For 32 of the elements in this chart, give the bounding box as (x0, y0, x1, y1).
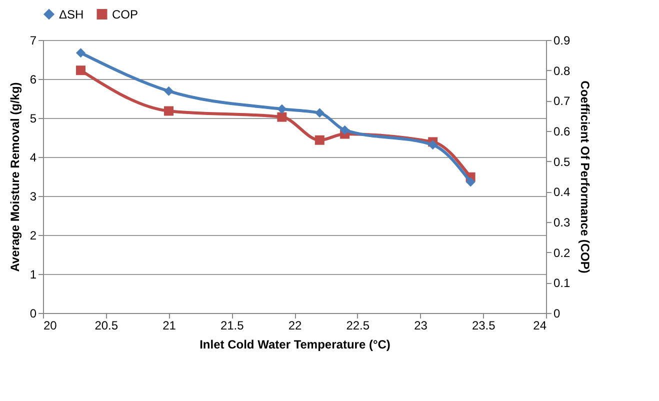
x-tick-label: 20 (44, 318, 58, 332)
y2-tick-label: 0.1 (554, 276, 571, 290)
x-tick-label: 21.5 (220, 318, 244, 332)
y2-tick-label: 0.6 (554, 124, 571, 138)
y2-tick-label: 0.5 (554, 154, 571, 169)
legend-label: COP (112, 7, 138, 22)
legend-label: ΔSH (59, 7, 84, 22)
x-tick-label: 22.5 (346, 318, 370, 332)
y2-axis-title: Coefficient Of Performance (COP) (578, 80, 592, 274)
y-tick-label: 7 (30, 34, 37, 48)
y-tick-label: 3 (30, 190, 37, 204)
y2-tick-label: 0.9 (554, 34, 571, 48)
y-tick-label: 1 (30, 268, 37, 282)
y2-tick-label: 0.8 (554, 64, 571, 78)
y-tick-label: 0 (30, 306, 37, 320)
y-axis-title: Average Moisture Removal (g/kg) (8, 82, 22, 272)
y2-tick-label: 0.3 (554, 216, 571, 230)
x-tick-label: 20.5 (94, 318, 118, 332)
y2-tick-label: 0.4 (554, 185, 571, 200)
y2-tick-label: 0.7 (554, 94, 571, 108)
y-tick-label: 4 (30, 150, 37, 164)
x-tick-label: 21 (162, 318, 176, 332)
x-tick-label: 22 (288, 318, 302, 332)
x-tick-label: 23.5 (472, 318, 496, 332)
y-tick-label: 5 (30, 112, 37, 126)
y2-tick-label: 0.2 (554, 246, 571, 260)
x-tick-label: 24 (533, 318, 547, 332)
x-axis-title: Inlet Cold Water Temperature (°C) (200, 338, 390, 352)
y2-tick-label: 0 (554, 306, 560, 320)
y-tick-label: 6 (30, 72, 37, 86)
x-tick-label: 23 (414, 318, 428, 332)
y-tick-label: 2 (30, 228, 37, 242)
